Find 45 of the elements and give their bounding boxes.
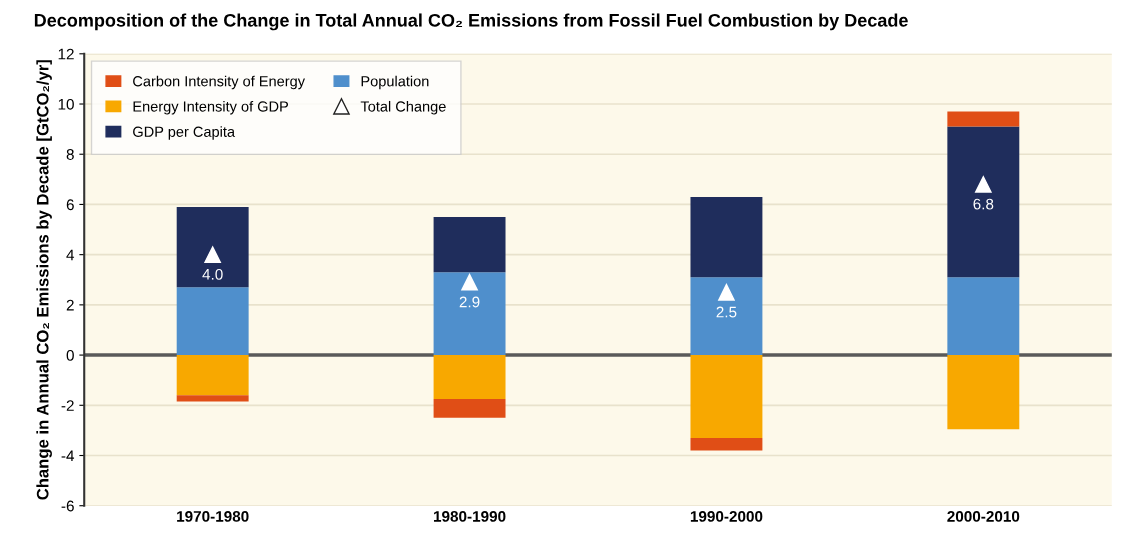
y-tick-label: 12 (58, 48, 74, 60)
bar (947, 126, 1020, 278)
x-tick-label: 1980-1990 (433, 510, 506, 522)
bar (433, 216, 506, 273)
y-tick-label: 4 (66, 249, 75, 261)
x-tick-label: 1990-2000 (690, 510, 763, 522)
x-tick-label: 1970-1980 (177, 510, 249, 522)
bar (433, 399, 506, 418)
bar (690, 277, 763, 356)
bar (690, 196, 763, 278)
bar (176, 355, 249, 396)
y-tick-label: -4 (61, 450, 75, 462)
x-tick-label: 2000-2010 (947, 510, 1020, 522)
data-label: 4.0 (202, 268, 223, 280)
point (461, 273, 478, 291)
legend-label: Total Change (360, 100, 446, 115)
bar (690, 355, 763, 438)
legend-label: Population (361, 75, 429, 90)
data-label: 2.9 (459, 296, 480, 308)
bar (947, 355, 1020, 430)
y-tick-label: 0 (66, 349, 74, 361)
point (204, 246, 222, 263)
bar (433, 355, 506, 400)
data-label: 6.8 (973, 198, 994, 210)
y-tick-label: 10 (58, 98, 74, 110)
y-tick-label: -6 (61, 500, 74, 512)
legend-label: Energy Intensity of GDP (133, 100, 289, 115)
bar (176, 395, 249, 402)
chart-title: Decomposition of the Change in Total Annual CO₂ Emissions from Fossil Fuel Combustion by Decade (34, 13, 908, 31)
y-tick-label: -2 (61, 400, 74, 411)
y-tick-label: 2 (66, 299, 74, 311)
legend-label: Carbon Intensity of Energy (133, 75, 305, 90)
y-tick-label: 8 (66, 149, 74, 160)
point (718, 283, 735, 301)
bar (947, 111, 1020, 127)
data-label: 2.5 (716, 306, 737, 318)
bar (433, 272, 506, 356)
bar (176, 206, 249, 288)
legend-label: GDP per Capita (133, 126, 236, 140)
bar (176, 287, 249, 356)
bar (947, 277, 1020, 356)
point (974, 176, 992, 193)
y-axis-title: Change in Annual CO₂ Emissions by Decade [GtCO₂/yr] (36, 60, 52, 500)
y-tick-label: 6 (66, 199, 74, 211)
bar (690, 437, 763, 451)
